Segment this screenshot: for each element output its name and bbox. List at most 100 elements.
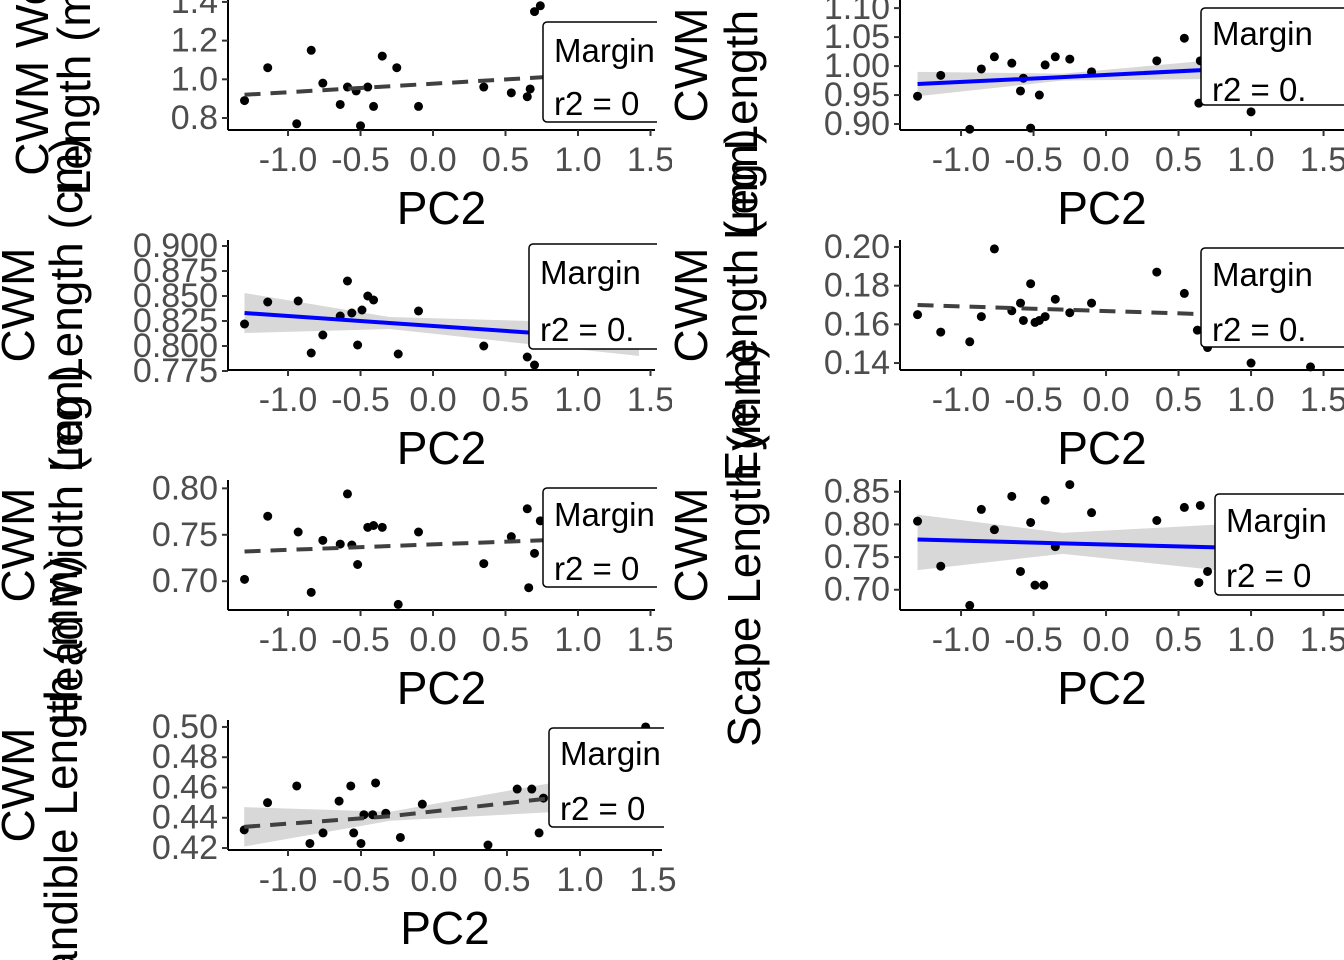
- x-tick-label: -1.0: [932, 381, 991, 419]
- legend: Margin r2 = 0: [542, 21, 657, 123]
- point: [414, 101, 424, 111]
- y-tick-label: 0.800: [133, 327, 218, 365]
- point: [534, 828, 544, 838]
- legend: Margin r2 = 0.: [1200, 7, 1344, 108]
- x-tick-label: -0.5: [332, 861, 391, 899]
- point: [989, 244, 999, 254]
- y-tick-label: 0.75: [152, 516, 218, 554]
- point: [369, 295, 379, 305]
- point: [371, 778, 381, 788]
- y-tick-label: 0.50: [152, 708, 218, 746]
- legend-text: Margin: [554, 496, 655, 533]
- x-tick-label: 0.0: [409, 621, 456, 659]
- point: [363, 82, 373, 92]
- y-tick-label: 1.4: [171, 0, 218, 21]
- point: [305, 838, 315, 848]
- y-axis-label: Scape Length (mm): [718, 343, 770, 747]
- point: [525, 84, 535, 94]
- x-tick-label: -1.0: [259, 381, 318, 419]
- panel: -1.0 -0.5 0.0 0.5 1.0 1.5: [227, 480, 672, 659]
- point: [1195, 500, 1205, 510]
- y-tick-label: 0.20: [824, 228, 890, 266]
- point: [965, 600, 975, 610]
- x-tick-label: 0.0: [409, 381, 456, 419]
- point: [318, 78, 328, 88]
- point: [1179, 502, 1189, 512]
- point: [524, 583, 534, 593]
- point: [936, 327, 946, 337]
- fit-line: [244, 69, 640, 97]
- point: [306, 348, 316, 358]
- x-tick-label: -1.0: [259, 621, 318, 659]
- x-tick-label: 0.0: [409, 141, 456, 179]
- point: [530, 548, 540, 558]
- point: [1065, 54, 1075, 64]
- x-tick-label: 1.0: [554, 621, 601, 659]
- y-tick-label: 0.900: [133, 227, 218, 265]
- x-tick-label: -0.5: [331, 381, 390, 419]
- point: [936, 70, 946, 80]
- point: [1179, 33, 1189, 43]
- point: [240, 319, 250, 329]
- x-tick-label: 0.5: [482, 141, 529, 179]
- point: [989, 52, 999, 62]
- x-tick-label: -0.5: [1004, 141, 1063, 179]
- x-tick-label: -1.0: [259, 861, 318, 899]
- y-tick-label: 0.8: [171, 99, 218, 137]
- point: [522, 504, 532, 514]
- point: [913, 516, 923, 526]
- x-tick-label: 1.5: [1300, 381, 1344, 419]
- y-tick-label: 1.0: [171, 60, 218, 98]
- point: [530, 360, 540, 370]
- legend-text: r2 = 0: [560, 790, 645, 827]
- legend-box: [542, 487, 657, 588]
- point: [1192, 325, 1202, 335]
- point: [1040, 495, 1050, 505]
- legend: Margin r2 = 0.: [528, 243, 657, 350]
- point: [1152, 56, 1162, 66]
- point: [377, 51, 387, 61]
- y-tick-label: 0.42: [152, 829, 218, 867]
- legend-text: Margin: [560, 735, 661, 772]
- legend: Margin r2 = 0.: [1200, 247, 1344, 348]
- y-tick-label: 0.825: [133, 302, 218, 340]
- point: [1015, 298, 1025, 308]
- point: [1050, 294, 1060, 304]
- point: [318, 535, 328, 545]
- y-tick-label: 0.775: [133, 352, 218, 390]
- point: [306, 587, 316, 597]
- point: [346, 781, 356, 791]
- point: [479, 82, 489, 92]
- legend-text: r2 = 0: [554, 85, 639, 122]
- point: [293, 527, 303, 537]
- x-tick-label: 0.5: [482, 621, 529, 659]
- point: [263, 798, 273, 808]
- point: [1026, 517, 1036, 527]
- x-tick-label: -0.5: [331, 621, 390, 659]
- point: [1152, 516, 1162, 526]
- legend-text: Margin: [1226, 502, 1327, 539]
- x-tick-label: 0.5: [482, 381, 529, 419]
- legend-text: r2 = 0: [1226, 557, 1311, 594]
- point: [1246, 107, 1256, 117]
- x-tick-label: 1.0: [1227, 381, 1274, 419]
- point: [530, 7, 540, 17]
- point: [1179, 288, 1189, 298]
- point: [512, 784, 522, 794]
- y-tick-label: 0.75: [824, 538, 890, 576]
- point: [293, 296, 303, 306]
- y-tick-label: 0.875: [133, 252, 218, 290]
- y-tick-label: 0.70: [152, 562, 218, 600]
- point: [306, 45, 316, 55]
- point: [1026, 279, 1036, 289]
- x-axis-label: PC2: [397, 182, 486, 234]
- point: [1087, 298, 1097, 308]
- x-axis-label: PC2: [397, 662, 486, 714]
- point: [1152, 267, 1162, 277]
- y-axis-label: CWM Web: [6, 0, 58, 176]
- y-tick-label: 1.2: [171, 22, 218, 60]
- x-tick-label: 0.0: [1082, 141, 1129, 179]
- x-axis-label: PC2: [1057, 182, 1146, 234]
- point: [342, 489, 352, 499]
- point: [263, 63, 273, 73]
